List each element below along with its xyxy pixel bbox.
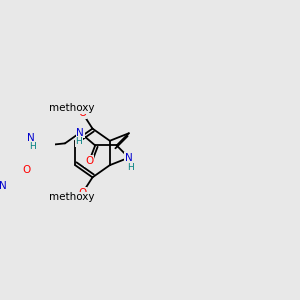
Text: O: O bbox=[79, 188, 87, 198]
Text: N: N bbox=[125, 153, 133, 163]
Text: N: N bbox=[27, 133, 35, 143]
Text: O: O bbox=[85, 156, 93, 166]
Text: H: H bbox=[29, 142, 36, 151]
Text: N: N bbox=[0, 181, 7, 191]
Text: methoxy: methoxy bbox=[49, 192, 94, 203]
Text: N: N bbox=[76, 128, 84, 138]
Text: methoxy: methoxy bbox=[49, 103, 94, 113]
Text: H: H bbox=[76, 137, 82, 146]
Text: O: O bbox=[23, 165, 31, 175]
Text: H: H bbox=[128, 163, 134, 172]
Text: O: O bbox=[79, 108, 87, 118]
